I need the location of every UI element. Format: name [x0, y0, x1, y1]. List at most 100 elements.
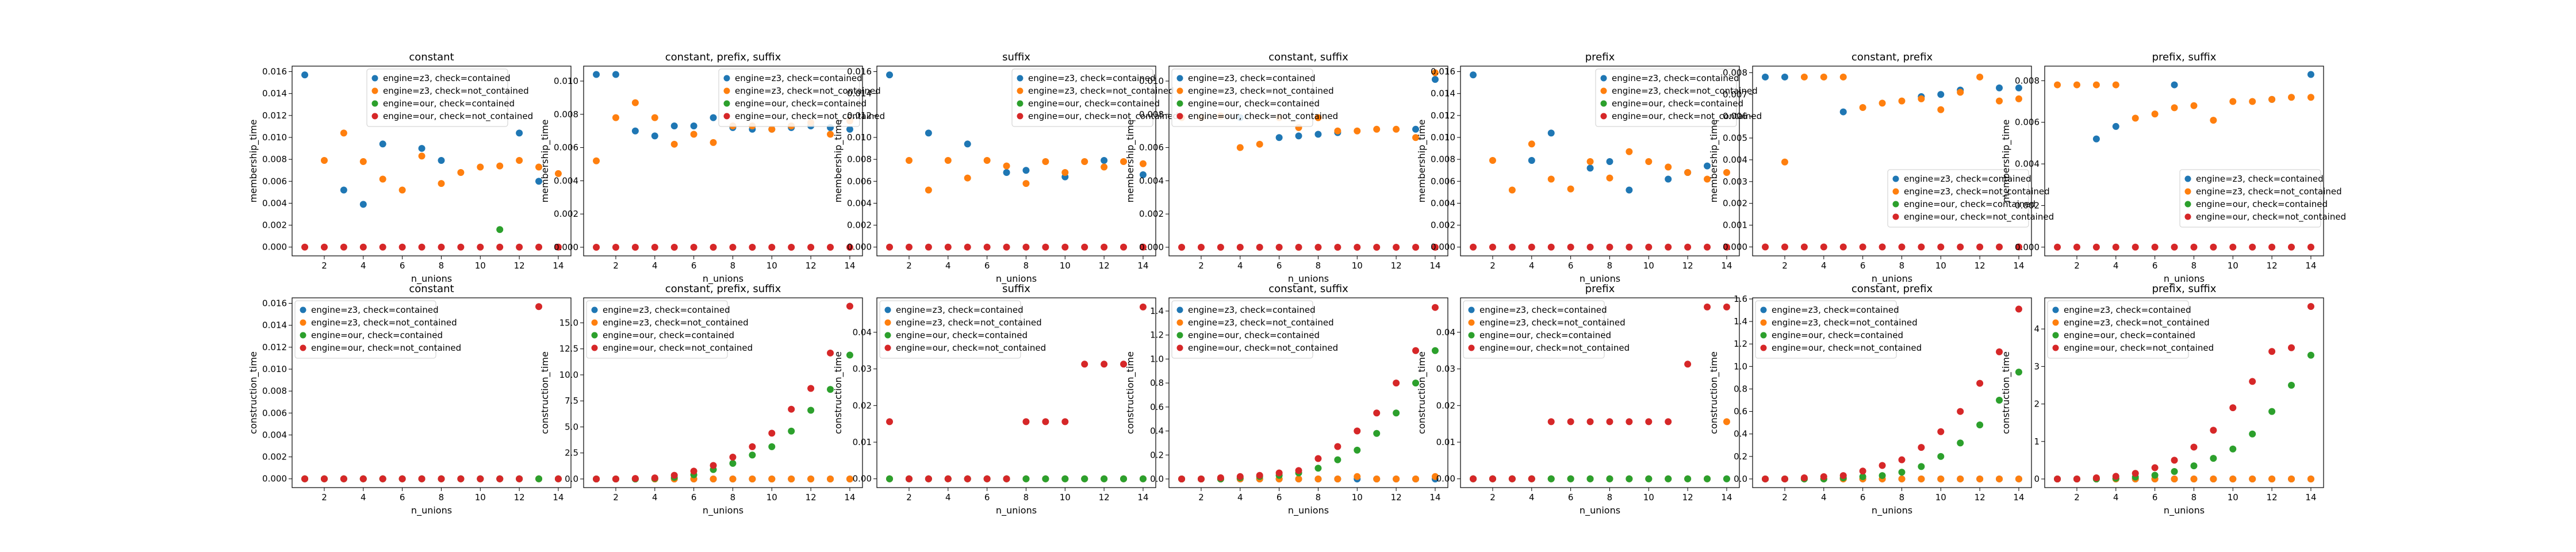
y-tick-label: 0.006 [1431, 176, 1455, 186]
axes-frame [2044, 66, 2324, 256]
data-point-series-4 [2015, 243, 2022, 251]
data-point-series-4 [320, 475, 328, 482]
legend-label: engine=our, check=contained [1188, 330, 1320, 340]
data-point-series-4 [593, 243, 600, 251]
legend-label: engine=z3, check=contained [896, 305, 1023, 315]
data-point-series-1 [1101, 157, 1108, 164]
legend-marker [1468, 332, 1475, 339]
data-point-series-2 [418, 152, 425, 160]
data-point-series-3 [1645, 475, 1653, 482]
y-tick-label: 0.01 [853, 437, 872, 447]
data-point-series-2 [2073, 81, 2080, 89]
legend-marker [1176, 75, 1183, 82]
data-point-series-3 [1042, 475, 1049, 482]
x-tick-label: 14 [553, 492, 564, 503]
y-axis-label: construction_time [833, 351, 844, 434]
data-point-series-4 [1178, 475, 1186, 482]
data-point-series-1 [1470, 71, 1477, 79]
data-point-series-4 [1120, 243, 1128, 251]
data-point-series-1 [516, 129, 523, 137]
data-point-series-2 [2054, 81, 2061, 89]
axes-frame [292, 297, 572, 488]
data-point-series-4 [320, 243, 328, 251]
data-point-series-1 [1139, 171, 1147, 178]
data-point-series-4 [1762, 243, 1769, 251]
data-point-series-4 [846, 302, 853, 310]
data-point-series-4 [886, 243, 894, 251]
data-point-series-2 [320, 157, 328, 164]
x-tick-label: 8 [1607, 260, 1613, 271]
y-tick-label: 0.012 [262, 110, 287, 121]
legend-marker [884, 319, 891, 326]
data-point-series-4 [925, 243, 932, 251]
data-point-series-1 [1431, 76, 1439, 83]
y-tick-label: 0.008 [262, 386, 287, 396]
legend-marker [1468, 344, 1475, 351]
data-point-series-2 [2132, 114, 2139, 122]
y-tick-label: 0.002 [1723, 198, 1747, 209]
y-axis-label: construction_time [1708, 351, 1720, 434]
data-point-series-4 [457, 243, 465, 251]
legend-marker [1176, 100, 1183, 107]
data-point-series-4 [1489, 243, 1496, 251]
y-tick-label: 0.016 [262, 298, 287, 309]
data-point-series-2 [1081, 158, 1088, 165]
data-point-series-4 [1373, 409, 1381, 417]
x-tick-label: 12 [2267, 492, 2278, 503]
data-point-series-2 [1723, 169, 1730, 177]
data-point-series-2 [710, 139, 717, 146]
legend-marker [723, 113, 730, 120]
x-tick-label: 6 [691, 260, 697, 271]
legend-label: engine=z3, check=contained [1904, 174, 2031, 184]
legend-marker [2184, 188, 2191, 195]
data-point-series-4 [1626, 243, 1633, 251]
y-tick-label: 0.002 [2015, 200, 2040, 210]
legend: engine=z3, check=contained engine=z3, che… [1595, 68, 1762, 127]
x-tick-label: 14 [1721, 260, 1732, 271]
data-point-series-2 [1431, 473, 1439, 480]
data-point-series-4 [1626, 418, 1633, 425]
x-axis-label: n_unions [2164, 505, 2205, 516]
x-tick-label: 14 [1721, 492, 1732, 503]
legend-box [294, 300, 436, 359]
data-point-series-2 [1412, 475, 1420, 482]
axes-frame [583, 297, 863, 488]
x-tick-label: 12 [806, 260, 816, 271]
data-point-series-2 [1061, 169, 1069, 177]
data-point-series-1 [1547, 129, 1555, 137]
data-point-series-4 [379, 243, 386, 251]
data-point-series-4 [1528, 243, 1535, 251]
x-tick-label: 4 [361, 260, 366, 271]
data-point-series-4 [1217, 474, 1224, 481]
x-tick-label: 6 [1860, 260, 1866, 271]
x-tick-label: 6 [1568, 492, 1574, 503]
data-point-series-4 [983, 475, 991, 482]
data-point-series-2 [729, 475, 737, 482]
data-point-series-4 [2268, 348, 2276, 355]
x-axis-label: n_unions [1580, 505, 1620, 516]
data-point-series-4 [925, 475, 932, 482]
data-point-series-4 [1606, 418, 1613, 425]
x-tick-label: 14 [1429, 492, 1440, 503]
data-point-series-3 [2268, 408, 2276, 415]
legend-marker [371, 100, 378, 107]
data-point-series-4 [651, 474, 658, 482]
data-point-series-2 [477, 163, 484, 171]
data-point-series-4 [670, 243, 678, 251]
data-point-series-2 [983, 157, 991, 164]
y-tick-label: 0.010 [262, 364, 287, 374]
data-point-series-4 [1042, 418, 1049, 425]
data-point-series-3 [1314, 465, 1322, 472]
x-tick-label: 10 [766, 492, 777, 503]
chart-panel-6: constant, prefix 2 4 6 8 10 12 14 0.000 0.001 0.00… [1708, 51, 2054, 285]
data-point-series-1 [925, 129, 932, 137]
data-point-series-4 [749, 443, 756, 450]
data-point-series-3 [1567, 475, 1574, 482]
data-point-series-1 [1781, 73, 1788, 80]
y-tick-label: 0.012 [1431, 110, 1455, 121]
data-point-series-4 [2073, 243, 2080, 251]
data-point-series-3 [2015, 369, 2022, 376]
data-point-series-3 [1723, 475, 1730, 482]
legend-marker [2052, 332, 2059, 339]
